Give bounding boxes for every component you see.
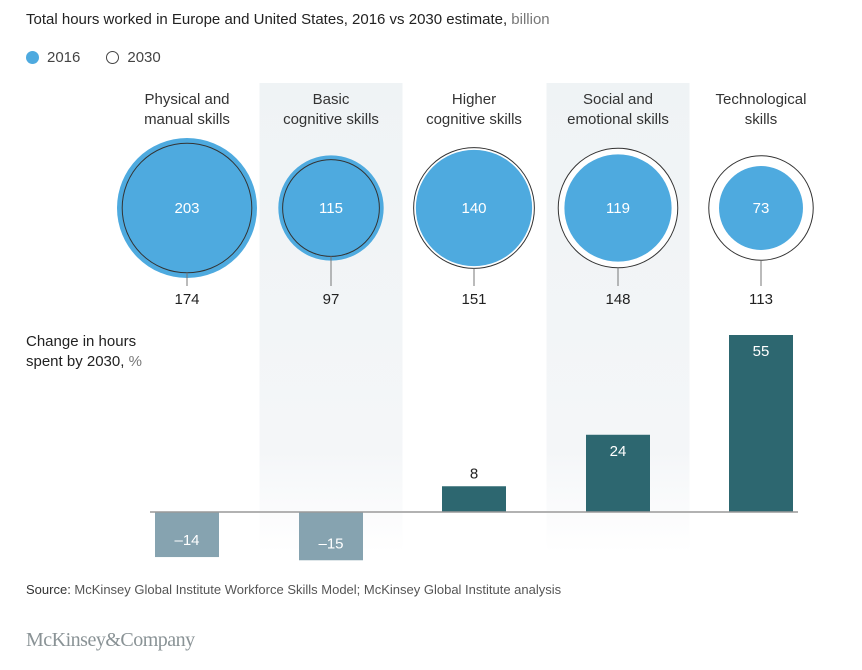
value-2030-label: 174 [174, 291, 199, 308]
bar [442, 486, 506, 512]
bar [155, 512, 219, 558]
legend-filled-circle-icon [26, 51, 39, 64]
bar [299, 512, 363, 561]
bar-axis-label-unit: % [124, 353, 142, 370]
bar-value-label: –14 [174, 532, 199, 549]
value-2016-label: 140 [461, 200, 486, 217]
category-label: Higher [452, 91, 496, 108]
column-band [259, 83, 403, 553]
legend-label: 2030 [127, 49, 161, 66]
bar-value-label: –15 [318, 535, 343, 552]
legend-item-2030: 2030 [106, 49, 161, 66]
bar [586, 434, 650, 512]
value-2030-label: 151 [461, 291, 486, 308]
legend-outline-circle-icon [106, 51, 120, 64]
bar-value-label: 55 [753, 343, 770, 360]
bubble-2016 [415, 149, 533, 267]
bar-value-label: 8 [470, 465, 478, 482]
category-label: manual skills [144, 111, 230, 128]
value-2030-label: 113 [749, 291, 773, 308]
legend-item-2016: 2016 [26, 49, 80, 66]
source-prefix: Source: [26, 582, 71, 597]
value-2016-label: 115 [319, 200, 343, 217]
bar [729, 335, 793, 512]
bubble-2016 [117, 138, 257, 278]
value-2030-label: 148 [605, 291, 630, 308]
bubble-2016 [719, 166, 803, 250]
bar-value-label: 24 [610, 443, 627, 460]
value-2030-label: 97 [323, 291, 340, 308]
category-label: Social and [583, 91, 653, 108]
category-label: Basic [313, 91, 350, 108]
source-note: Source: McKinsey Global Institute Workfo… [26, 582, 561, 597]
category-label: emotional skills [567, 111, 669, 128]
category-label: Technological [716, 91, 807, 108]
bubble-2016 [564, 154, 672, 262]
category-label: skills [745, 111, 778, 128]
category-label: cognitive skills [283, 111, 379, 128]
title-text: Total hours worked in Europe and United … [26, 11, 508, 28]
mckinsey-logo: McKinsey&Company [26, 629, 195, 651]
source-text: McKinsey Global Institute Workforce Skil… [70, 582, 562, 597]
title-unit: billion [507, 11, 550, 28]
legend: 2016 2030 [26, 49, 187, 66]
category-label: Physical and [144, 91, 229, 108]
bar-axis-label: Change in hours spent by 2030, % [26, 332, 156, 372]
chart-title: Total hours worked in Europe and United … [26, 11, 550, 28]
category-label: cognitive skills [426, 111, 522, 128]
legend-label: 2016 [47, 49, 81, 66]
value-2016-label: 203 [174, 200, 199, 217]
bubble-2016 [278, 155, 384, 261]
bar-axis-label-text: Change in hours spent by 2030, [26, 333, 137, 370]
value-2016-label: 73 [753, 200, 770, 217]
value-2016-label: 119 [606, 200, 630, 217]
